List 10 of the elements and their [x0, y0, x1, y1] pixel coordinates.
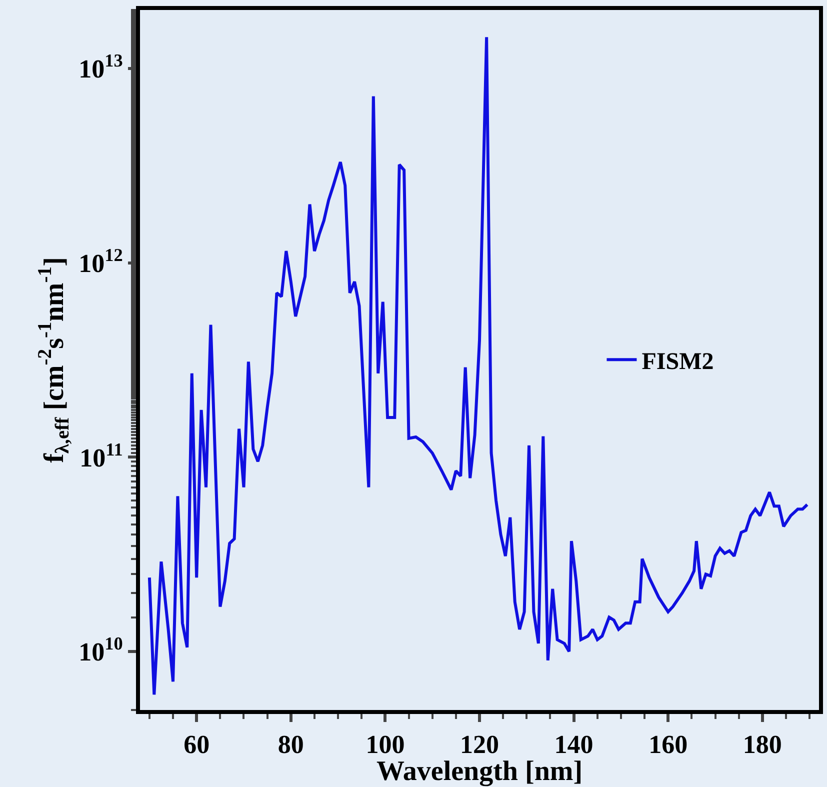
y-tick-label: 10$^{10}$ [78, 634, 123, 667]
y-tick-label: 10$^{13}$ [78, 50, 123, 84]
y-tick-label: 10$^{11}$ [80, 439, 123, 472]
line-series [148, 36, 809, 696]
x-tick-label: 80 [278, 730, 304, 760]
y-tick-label: 10$^{12}$ [78, 245, 123, 278]
x-tick-label: 180 [742, 730, 782, 760]
x-tick-label: 160 [648, 730, 688, 760]
legend-label: FISM2 [642, 348, 714, 375]
x-tick-label: 60 [184, 730, 210, 760]
